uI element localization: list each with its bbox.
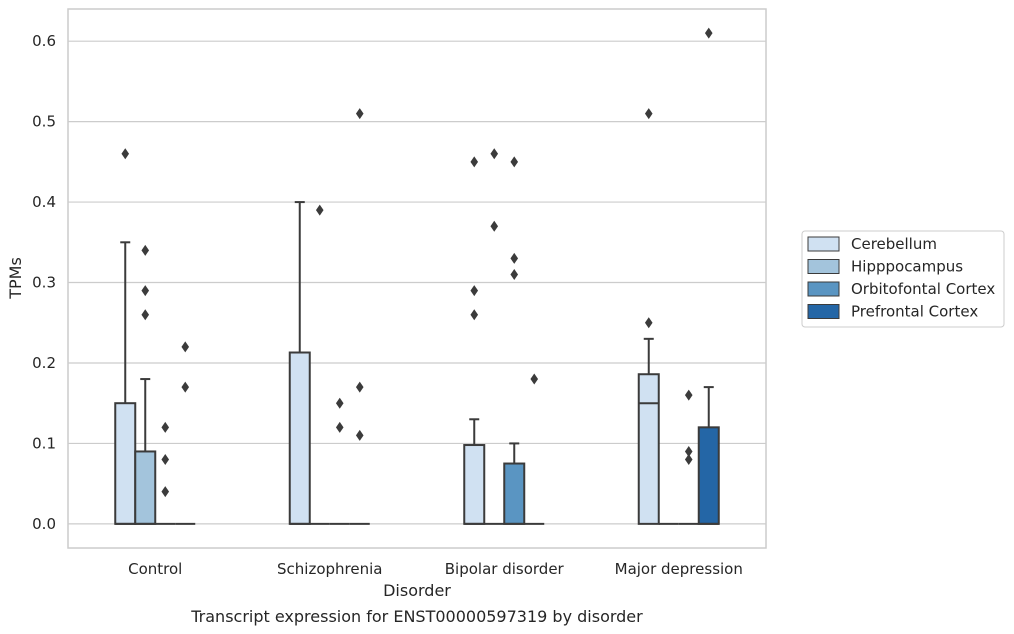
- legend-swatch: [807, 236, 840, 252]
- outlier-point: [470, 156, 479, 168]
- outlier-point: [161, 454, 170, 466]
- box-body: [697, 426, 720, 525]
- x-axis-ticks: Control Schizophrenia Bipolar disorder Majo…: [128, 560, 743, 578]
- outlier-point: [121, 148, 130, 160]
- box-hipppocampus: [309, 204, 330, 525]
- outlier-point: [315, 204, 324, 216]
- outlier-point: [684, 445, 693, 457]
- x-tick-label: Control: [128, 560, 182, 578]
- outlier-point: [684, 454, 693, 466]
- outlier-point: [161, 421, 170, 433]
- outlier-point: [355, 381, 364, 393]
- plot-marks: [114, 27, 720, 525]
- chart-title: Transcript expression for ENST0000059731…: [190, 607, 643, 626]
- box-prefrontal-cortex: [697, 27, 720, 525]
- legend-swatch: [807, 304, 840, 319]
- outlier-point: [684, 389, 693, 401]
- box-orbitofontal-cortex: [678, 389, 699, 525]
- box-hipppocampus: [484, 148, 505, 525]
- outlier-point: [355, 108, 364, 120]
- box-body: [637, 373, 660, 525]
- legend-label: Cerebellum: [851, 235, 937, 253]
- legend-label: Prefrontal Cortex: [851, 303, 978, 321]
- legend-frame: [801, 230, 1005, 328]
- outlier-point: [530, 373, 539, 385]
- y-axis-ticks: 0.0 0.1 0.2 0.3 0.4 0.5 0.6: [32, 32, 56, 533]
- x-tick-label: Schizophrenia: [277, 560, 382, 578]
- outlier-point: [470, 285, 479, 297]
- outlier-point: [510, 268, 519, 280]
- y-tick-label: 0.4: [32, 193, 56, 211]
- legend-label: Hipppocampus: [851, 258, 963, 276]
- outlier-point: [141, 309, 150, 321]
- outlier-point: [141, 244, 150, 256]
- y-tick-label: 0.1: [32, 434, 56, 452]
- outlier-point: [141, 285, 150, 297]
- box-prefrontal-cortex: [524, 373, 545, 525]
- box-cerebellum: [288, 201, 311, 525]
- outlier-point: [490, 148, 499, 160]
- y-tick-label: 0.0: [32, 515, 56, 533]
- outlier-point: [335, 421, 344, 433]
- box-body: [463, 444, 486, 525]
- x-tick-label: Major depression: [615, 560, 743, 578]
- y-axis-label: TPMs: [6, 257, 25, 300]
- outlier-point: [510, 156, 519, 168]
- box-body: [114, 402, 137, 525]
- legend-label: Orbitofontal Cortex: [851, 280, 995, 298]
- outlier-point: [181, 341, 190, 353]
- outlier-point: [510, 252, 519, 264]
- outlier-point: [644, 317, 653, 329]
- legend-swatch: [807, 259, 840, 274]
- box-body: [288, 351, 311, 525]
- outlier-point: [161, 486, 170, 498]
- box-prefrontal-cortex: [349, 108, 370, 525]
- box-cerebellum: [463, 156, 486, 525]
- box-orbitofontal-cortex: [155, 421, 176, 525]
- box-body: [134, 450, 157, 525]
- box-orbitofontal-cortex: [329, 397, 350, 525]
- x-axis-label: Disorder: [383, 581, 451, 600]
- y-tick-label: 0.2: [32, 354, 56, 372]
- box-hipppocampus: [134, 244, 157, 525]
- outlier-point: [335, 397, 344, 409]
- box-prefrontal-cortex: [175, 341, 196, 525]
- grid-lines: [68, 40, 766, 525]
- box-orbitofontal-cortex: [503, 156, 526, 525]
- plot-frame: [67, 8, 767, 549]
- y-tick-label: 0.6: [32, 32, 56, 50]
- y-tick-label: 0.3: [32, 274, 56, 292]
- box-cerebellum: [637, 108, 660, 525]
- outlier-point: [490, 220, 499, 232]
- box-cerebellum: [114, 148, 137, 525]
- legend: Cerebellum Hipppocampus Orbitofontal Corte…: [801, 230, 1005, 328]
- outlier-point: [704, 27, 713, 39]
- outlier-point: [644, 108, 653, 120]
- y-tick-label: 0.5: [32, 113, 56, 131]
- outlier-point: [355, 429, 364, 441]
- x-tick-label: Bipolar disorder: [445, 560, 565, 578]
- outlier-point: [470, 309, 479, 321]
- box-body: [503, 462, 526, 525]
- legend-swatch: [807, 281, 840, 297]
- outlier-point: [181, 381, 190, 393]
